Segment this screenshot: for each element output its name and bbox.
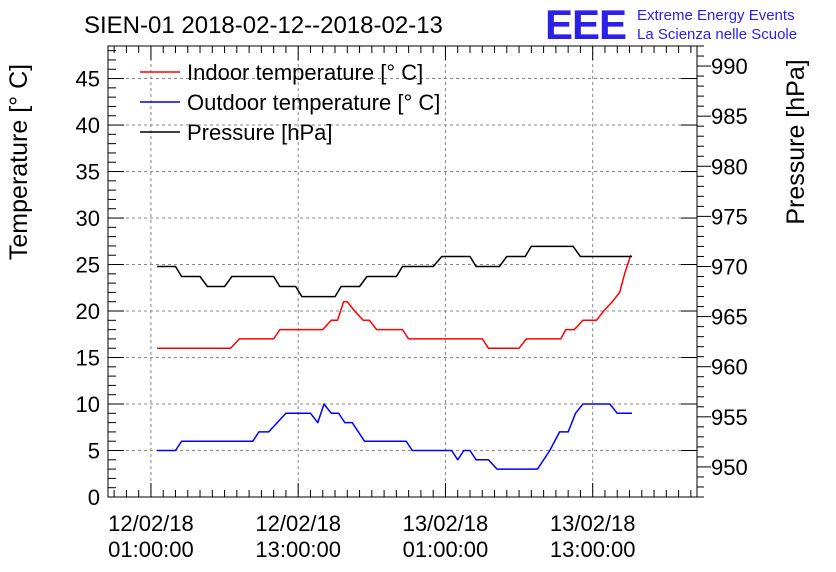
y-tick-label-left: 35 <box>76 160 100 185</box>
axes: 0 5 10 15 20 25 30 35 40 45 950 955 960 965 970 975 980 9… <box>76 45 748 562</box>
x-tick-label-date: 12/02/18 <box>255 511 341 536</box>
eee-logo: EEE Extreme Energy Events La Scienza nel… <box>545 1 797 48</box>
y-tick-label-left: 10 <box>76 392 100 417</box>
y-tick-label-right: 955 <box>711 405 748 430</box>
chart-title: SIEN-01 2018-02-12--2018-02-13 <box>84 12 443 39</box>
y-tick-label-right: 960 <box>711 355 748 380</box>
legend-label-outdoor: Outdoor temperature [° C] <box>187 90 440 115</box>
y-axis-label-left: Temperature [° C] <box>5 64 33 260</box>
series-line-pressure <box>157 245 632 298</box>
eee-logo-line1: Extreme Energy Events <box>637 7 795 24</box>
x-tick-label-time: 01:00:00 <box>403 537 489 562</box>
legend-label-indoor: Indoor temperature [° C] <box>187 60 423 85</box>
series-line-indoor <box>157 254 632 349</box>
x-tick-label-date: 13/02/18 <box>550 511 636 536</box>
y-tick-label-left: 25 <box>76 253 100 278</box>
legend: Indoor temperature [° C] Outdoor tempera… <box>140 60 440 145</box>
x-tick-label-time: 13:00:00 <box>550 537 636 562</box>
series-lines <box>157 245 632 470</box>
y-tick-label-right: 985 <box>711 104 748 129</box>
legend-label-pressure: Pressure [hPa] <box>187 120 333 145</box>
legend-item-indoor: Indoor temperature [° C] <box>140 60 423 85</box>
x-tick-label-time: 01:00:00 <box>108 537 194 562</box>
eee-logo-mark: EEE <box>545 1 626 48</box>
series-line-outdoor <box>157 403 632 470</box>
y-tick-label-left: 45 <box>76 67 100 92</box>
y-tick-label-right: 990 <box>711 54 748 79</box>
grid-lines <box>108 46 697 497</box>
y-tick-label-left: 40 <box>76 113 100 138</box>
y-tick-label-left: 0 <box>88 485 100 510</box>
y-tick-label-right: 980 <box>711 154 748 179</box>
y-tick-label-right: 965 <box>711 305 748 330</box>
legend-item-outdoor: Outdoor temperature [° C] <box>140 90 440 115</box>
y-tick-label-left: 15 <box>76 346 100 371</box>
y-tick-label-right: 950 <box>711 455 748 480</box>
y-tick-label-left: 30 <box>76 206 100 231</box>
x-tick-label-date: 12/02/18 <box>108 511 194 536</box>
legend-item-pressure: Pressure [hPa] <box>140 120 333 145</box>
y-axis-label-right: Pressure [hPa] <box>782 59 810 224</box>
x-tick-label-date: 13/02/18 <box>403 511 489 536</box>
y-tick-label-right: 975 <box>711 204 748 229</box>
y-tick-label-right: 970 <box>711 254 748 279</box>
eee-logo-line2: La Scienza nelle Scuole <box>637 26 797 43</box>
x-tick-label-time: 13:00:00 <box>255 537 341 562</box>
y-tick-label-left: 20 <box>76 299 100 324</box>
y-tick-label-left: 5 <box>88 439 100 464</box>
